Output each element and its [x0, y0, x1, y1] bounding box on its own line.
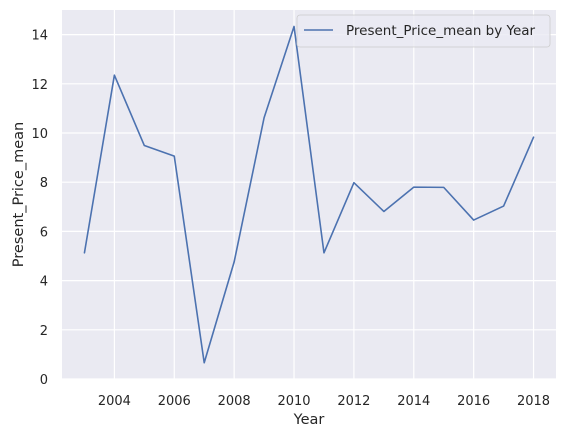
- x-axis-label: Year: [293, 412, 325, 428]
- y-tick-label: 10: [31, 127, 48, 142]
- y-tick-labels: 0 2 4 6 8 10 12 14: [31, 29, 48, 388]
- y-tick-label: 14: [31, 29, 48, 44]
- x-tick-label: 2010: [277, 394, 310, 409]
- x-tick-label: 2012: [337, 394, 370, 409]
- gridlines: [62, 10, 556, 380]
- y-tick-label: 8: [40, 176, 48, 191]
- x-tick-label: 2006: [158, 394, 191, 409]
- x-tick-label: 2014: [397, 394, 430, 409]
- y-axis-label: Present_Price_mean: [11, 122, 27, 267]
- x-tick-label: 2004: [98, 394, 131, 409]
- y-tick-label: 0: [40, 373, 48, 388]
- plot-area: [62, 10, 556, 379]
- y-tick-label: 4: [40, 275, 48, 290]
- x-tick-label: 2008: [218, 394, 251, 409]
- series-lines: [83, 25, 535, 364]
- x-tick-label: 2016: [457, 394, 490, 409]
- x-tick-label: 2018: [517, 394, 550, 409]
- y-tick-label: 12: [31, 78, 48, 93]
- series-line: [83, 25, 535, 364]
- legend-box: [296, 14, 551, 48]
- x-tick-labels: 2004 2006 2008 2010 2012 2014 2016 2018: [98, 394, 550, 409]
- y-tick-label: 6: [40, 225, 48, 240]
- legend-label: Present_Price_mean by Year: [346, 23, 536, 39]
- y-tick-label: 2: [40, 324, 48, 339]
- legend: Present_Price_mean by Year: [296, 14, 551, 48]
